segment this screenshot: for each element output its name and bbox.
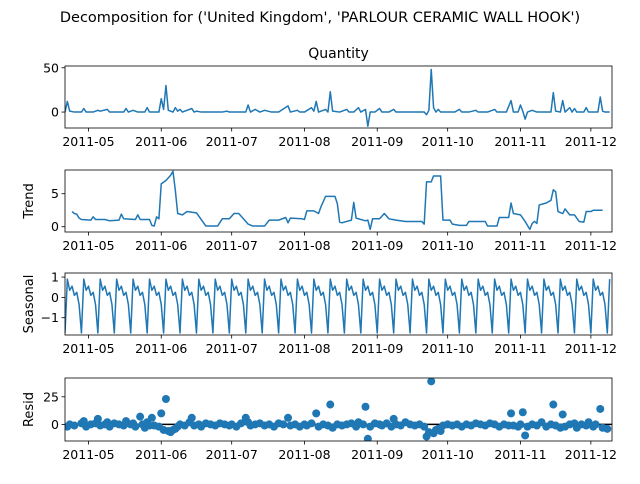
resid-point [157,409,166,418]
x-tick-label: 2011-11 [494,238,546,253]
resid-point [549,400,558,409]
resid-point [427,378,436,386]
panel-2: 0 5 2011-05 2011-06 2011-07 2011-08 2011-09 201… [22,169,617,253]
x-tick-label: 2011-05 [62,341,114,356]
x-tick-label: 2011-06 [135,341,187,356]
y-tick-label: 0 [51,105,59,120]
x-tick-label: 2011-10 [422,238,474,253]
x-tick-label: 2011-06 [135,447,187,462]
plot-area [65,278,611,334]
y-tick-label: −1 [41,310,59,325]
y-tick-label: 0 [51,290,59,305]
y-axis-label: Seasonal [22,275,37,334]
panel-4: 0 25 2011-05 2011-06 2011-07 2011-08 2011-09 20… [22,377,617,462]
x-tick-label: 2011-09 [351,134,403,149]
resid-point [596,404,605,413]
plot-area [65,378,612,441]
x-tick-label: 2011-08 [278,134,330,149]
resid-point [363,434,372,441]
resid-point [312,409,321,418]
resid-point [516,420,525,429]
axes-frame [64,65,613,129]
resid-point [558,410,567,419]
resid-point [518,408,527,417]
resid-point [136,412,145,421]
resid-point [420,422,429,431]
x-tick-label: 2011-12 [565,238,617,253]
y-tick-label: 0 [51,417,59,432]
plot-area [65,68,610,127]
resid-point [591,420,600,429]
resid-point [93,414,102,423]
x-tick-label: 2011-08 [278,341,330,356]
y-tick-label: 50 [43,60,59,75]
y-tick-label: 0 [51,219,59,234]
resid-point [70,421,79,430]
resid-point [307,419,316,428]
x-tick-label: 2011-10 [422,134,474,149]
x-tick-label: 2011-12 [565,341,617,356]
x-tick-label: 2011-06 [135,238,187,253]
x-tick-label: 2011-10 [422,341,474,356]
x-tick-label: 2011-07 [206,238,258,253]
resid-point [361,402,370,411]
resid-point [279,420,288,429]
figure-title: Decomposition for ('United Kingdom', 'PA… [60,10,580,26]
panel-3: −1 0 1 2011-05 2011-06 2011-07 2011-08 2011-09 2… [22,270,617,356]
x-tick-label: 2011-11 [494,341,546,356]
x-tick-label: 2011-08 [278,447,330,462]
axes-frame [64,169,613,233]
x-tick-label: 2011-11 [494,447,546,462]
x-tick-label: 2011-09 [351,238,403,253]
x-tick-label: 2011-09 [351,447,403,462]
x-tick-label: 2011-08 [278,238,330,253]
x-tick-label: 2011-11 [494,134,546,149]
x-tick-label: 2011-05 [62,447,114,462]
x-tick-label: 2011-07 [206,134,258,149]
resid-point [359,420,368,429]
y-tick-label: 5 [51,186,59,201]
y-tick-label: 1 [51,270,59,285]
x-tick-label: 2011-05 [62,134,114,149]
axes-frame [64,377,613,442]
x-tick-label: 2011-06 [135,134,187,149]
panel-title: Quantity [308,46,369,62]
resid-point [603,424,612,433]
y-axis-label: Resid [22,392,37,427]
resid-point [284,413,293,422]
resid-point [131,422,140,431]
x-tick-label: 2011-09 [351,341,403,356]
x-tick-label: 2011-05 [62,238,114,253]
y-axis-label: Trend [22,183,37,220]
resid-point [187,413,196,422]
resid-point [147,413,156,422]
axes-frame [64,272,613,336]
series-line [65,68,610,127]
x-tick-label: 2011-12 [565,134,617,149]
resid-point [161,395,170,403]
x-tick-label: 2011-07 [206,341,258,356]
resid-point [237,419,246,428]
resid-point [507,409,516,418]
y-tick-label: 25 [43,389,59,404]
series-line [71,170,603,231]
plot-area [71,170,603,231]
series-line [65,278,611,334]
resid-point [326,400,335,409]
x-tick-label: 2011-07 [206,447,258,462]
panel-1: Quantity 0 50 2011-05 2011-06 2011-07 2011-08 2… [43,46,617,149]
resid-point [521,431,530,440]
x-tick-label: 2011-10 [422,447,474,462]
x-tick-label: 2011-12 [565,447,617,462]
